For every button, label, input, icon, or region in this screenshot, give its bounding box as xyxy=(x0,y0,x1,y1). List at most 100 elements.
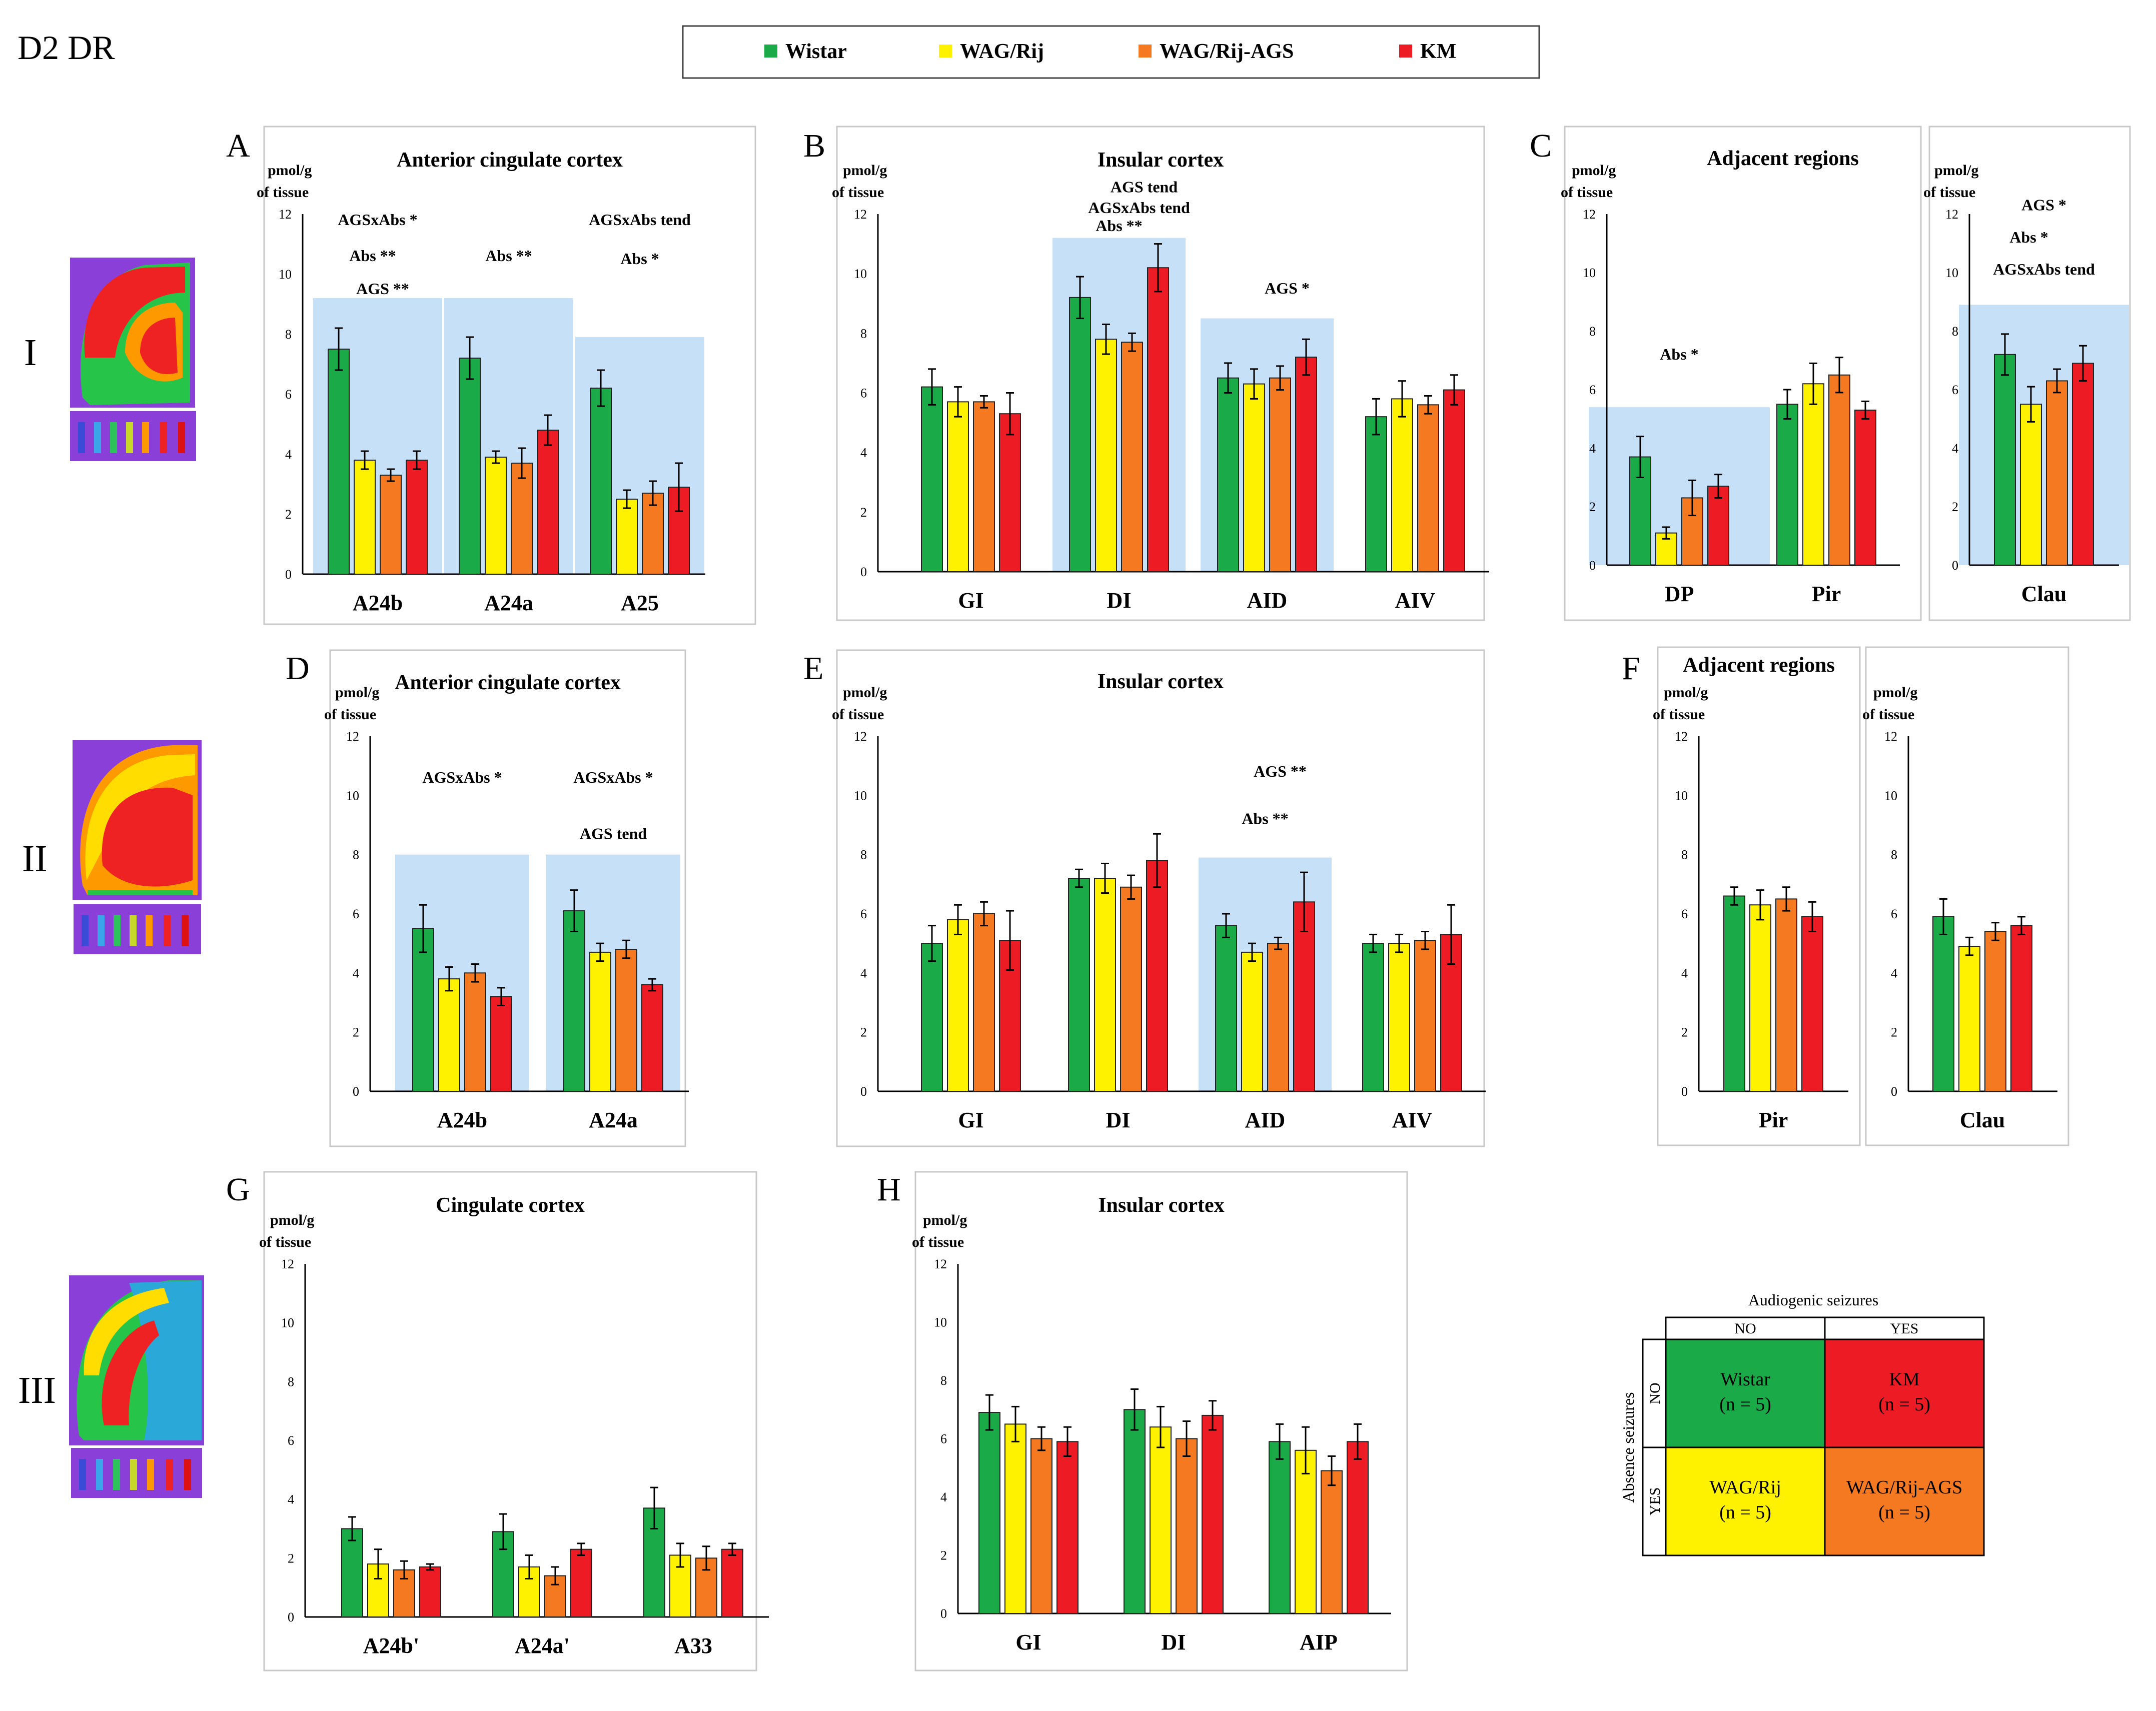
bar-km-dp xyxy=(1707,486,1729,566)
stat-annotation: AGS * xyxy=(2021,196,2066,214)
key-col-header-yes: YES xyxy=(1890,1320,1919,1337)
bar-km-di xyxy=(1202,1414,1224,1614)
bar-wistar-di xyxy=(1068,878,1090,1092)
stat-annotation: AGSxAbs * xyxy=(338,211,417,229)
bar-wag-rij-aiv xyxy=(1388,943,1410,1092)
y-tick-label: 12 xyxy=(1884,729,1897,744)
x-tick-label: A24a' xyxy=(515,1633,570,1658)
y-tick-label: 6 xyxy=(1891,907,1897,921)
y-tick-label: 2 xyxy=(860,505,867,520)
bar-km-gi xyxy=(1056,1441,1079,1614)
y-tick-label: 0 xyxy=(288,1610,294,1624)
key-title: Audiogenic seizures xyxy=(1748,1291,1878,1309)
y-tick-label: 4 xyxy=(1589,441,1596,456)
y-axis-label: pmol/g xyxy=(1572,162,1616,179)
bar-km-a24a xyxy=(537,430,559,575)
y-tick-label: 10 xyxy=(281,1316,294,1330)
bar-wag-rij-gi xyxy=(1004,1423,1026,1614)
bar-wag-rij-a24a xyxy=(518,1566,540,1618)
bar-wistar-aip xyxy=(1269,1441,1291,1614)
bar-wistar-gi xyxy=(978,1412,1000,1614)
y-tick-label: 8 xyxy=(1952,324,1958,339)
y-tick-label: 6 xyxy=(288,1433,294,1448)
y-axis-label: pmol/g xyxy=(335,684,379,701)
y-tick-label: 10 xyxy=(1884,788,1897,803)
bar-km-pir xyxy=(1854,409,1876,566)
panel-letter: H xyxy=(877,1171,901,1208)
x-tick-label: DI xyxy=(1106,1108,1131,1132)
y-tick-label: 6 xyxy=(285,387,292,402)
y-tick-label: 12 xyxy=(854,729,867,744)
chart-panel-h: 0 2 4 6 8 10 12 pmol/g of tissue Insular cortex H G… xyxy=(877,1171,1408,1671)
chart-panel-f: 0 2 4 6 8 10 12 pmol/g of tissue Adjacent regions… xyxy=(1622,646,1861,1146)
y-axis-label-line2: of tissue xyxy=(259,1234,311,1250)
bar-km-a24a xyxy=(641,984,663,1092)
key-row-header-no: NO xyxy=(1647,1382,1663,1404)
bar-wag-rij-aid xyxy=(1241,951,1263,1092)
y-tick-label: 0 xyxy=(860,565,867,579)
panel-letter: G xyxy=(226,1171,250,1208)
y-tick-label: 2 xyxy=(860,1025,867,1040)
y-axis-label: pmol/g xyxy=(923,1212,967,1228)
bar-wag-rij-ags-a25 xyxy=(642,493,664,575)
y-axis-label: pmol/g xyxy=(1934,162,1978,179)
bar-km-di xyxy=(1147,267,1169,572)
panel-letter: D xyxy=(286,650,310,687)
x-tick-label: Clau xyxy=(1960,1108,2005,1132)
chart-title: Insular cortex xyxy=(1098,1194,1224,1217)
chart-title: Adjacent regions xyxy=(1683,654,1835,677)
bar-km-aip xyxy=(1347,1441,1369,1614)
chart-title: Insular cortex xyxy=(1098,670,1224,693)
row-label-1: I xyxy=(24,332,37,374)
x-tick-label: GI xyxy=(958,588,983,613)
x-tick-label: Clau xyxy=(2021,582,2066,606)
bar-wistar-gi xyxy=(921,943,943,1092)
bar-wistar-di xyxy=(1069,297,1091,572)
brain-thumbnail-3 xyxy=(69,1275,204,1445)
y-tick-label: 4 xyxy=(288,1492,294,1507)
bar-wag-rij-a24a xyxy=(485,457,507,575)
x-tick-label: AIP xyxy=(1300,1630,1338,1654)
legend-swatch-wistar xyxy=(764,45,777,58)
y-axis-label-line2: of tissue xyxy=(832,706,884,723)
y-tick-label: 10 xyxy=(854,788,867,803)
y-tick-label: 8 xyxy=(288,1374,294,1389)
bar-wag-rij-ags-pir xyxy=(1828,374,1850,566)
bar-wag-rij-di xyxy=(1150,1426,1172,1614)
y-tick-label: 4 xyxy=(285,447,292,462)
panel-letter: F xyxy=(1622,650,1640,687)
bar-wag-rij-aiv xyxy=(1391,398,1413,573)
legend-label-wagrij: WAG/Rij xyxy=(960,40,1044,63)
y-axis-label: pmol/g xyxy=(1664,684,1708,701)
y-tick-label: 6 xyxy=(1589,383,1596,397)
y-tick-label: 4 xyxy=(860,966,867,980)
y-tick-label: 0 xyxy=(1891,1084,1897,1099)
chart-title: Cingulate cortex xyxy=(436,1194,584,1217)
stat-annotation: AGS * xyxy=(1265,279,1310,297)
y-tick-label: 8 xyxy=(1589,324,1596,339)
bar-km-a24a xyxy=(570,1548,592,1618)
x-tick-label: DI xyxy=(1107,588,1132,613)
significance-highlight xyxy=(1959,305,2129,565)
y-tick-label: 4 xyxy=(1681,966,1688,980)
key-cell-wistar-n: (n = 5) xyxy=(1719,1394,1771,1415)
y-tick-label: 12 xyxy=(346,729,359,744)
y-tick-label: 6 xyxy=(1952,383,1958,397)
chart-panel-a: 0 2 4 6 8 10 12 pmol/g of tissue Anterior cingula… xyxy=(226,126,756,625)
x-tick-label: DI xyxy=(1162,1630,1186,1654)
y-axis-label-line2: of tissue xyxy=(912,1234,964,1250)
y-tick-label: 12 xyxy=(854,207,867,222)
bar-km-a24b xyxy=(490,996,512,1092)
y-axis-label: pmol/g xyxy=(268,162,312,179)
y-tick-label: 8 xyxy=(1681,848,1688,862)
stat-annotation: AGSxAbs tend xyxy=(1088,199,1190,217)
y-tick-label: 10 xyxy=(1583,266,1596,280)
chart-panel-b: 0 2 4 6 8 10 12 pmol/g of tissue Insular cortex B G… xyxy=(803,126,1489,621)
bar-wistar-a24b xyxy=(412,928,434,1092)
x-tick-label: Pir xyxy=(1759,1108,1788,1132)
y-axis-label-line2: of tissue xyxy=(257,184,309,201)
key-row-title: Absence seizures xyxy=(1619,1392,1637,1502)
y-tick-label: 12 xyxy=(1675,729,1688,744)
bar-wag-rij-ags-aiv xyxy=(1417,404,1439,572)
